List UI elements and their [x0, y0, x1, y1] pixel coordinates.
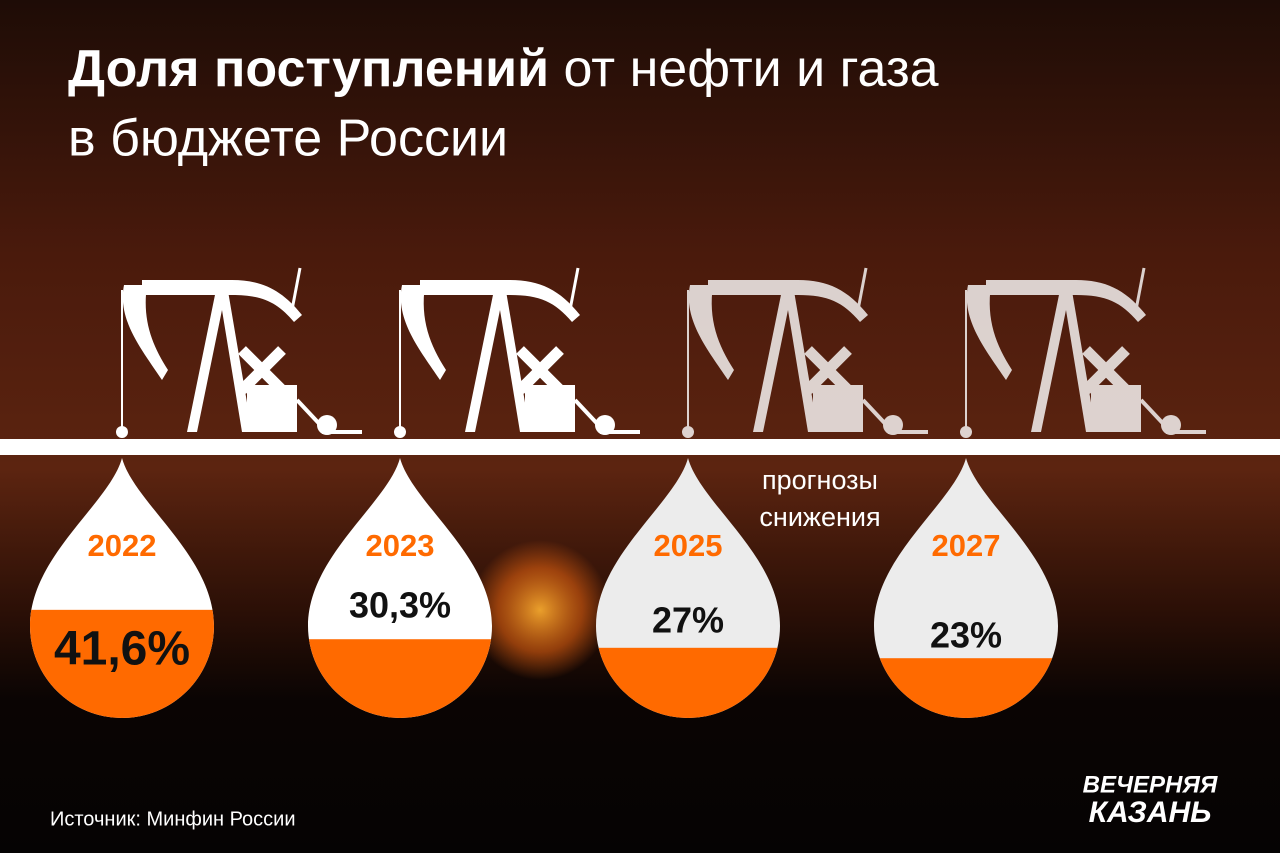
title-bold: Доля поступлений [68, 40, 549, 98]
annotation: прогнозы [762, 465, 878, 495]
value-label: 23% [930, 615, 1002, 656]
year-label: 2025 [654, 528, 723, 563]
title-line2: в бюджете России [68, 110, 508, 168]
ground-line [0, 439, 1280, 455]
value-label: 41,6% [54, 623, 190, 676]
drop [874, 458, 1058, 718]
title-rest: от нефти и газа [564, 40, 939, 98]
year-label: 2023 [366, 528, 435, 563]
annotation: снижения [759, 502, 880, 532]
sun [470, 540, 610, 680]
logo: КАЗАНЬ [1089, 796, 1212, 829]
year-label: 2027 [932, 528, 1001, 563]
logo: ВЕЧЕРНЯЯ [1083, 771, 1218, 798]
value-label: 27% [652, 600, 724, 641]
year-label: 2022 [88, 528, 157, 563]
value-label: 30,3% [349, 585, 451, 626]
title: Доля поступлений от нефти и газа [68, 40, 939, 98]
source: Источник: Минфин России [50, 808, 296, 830]
